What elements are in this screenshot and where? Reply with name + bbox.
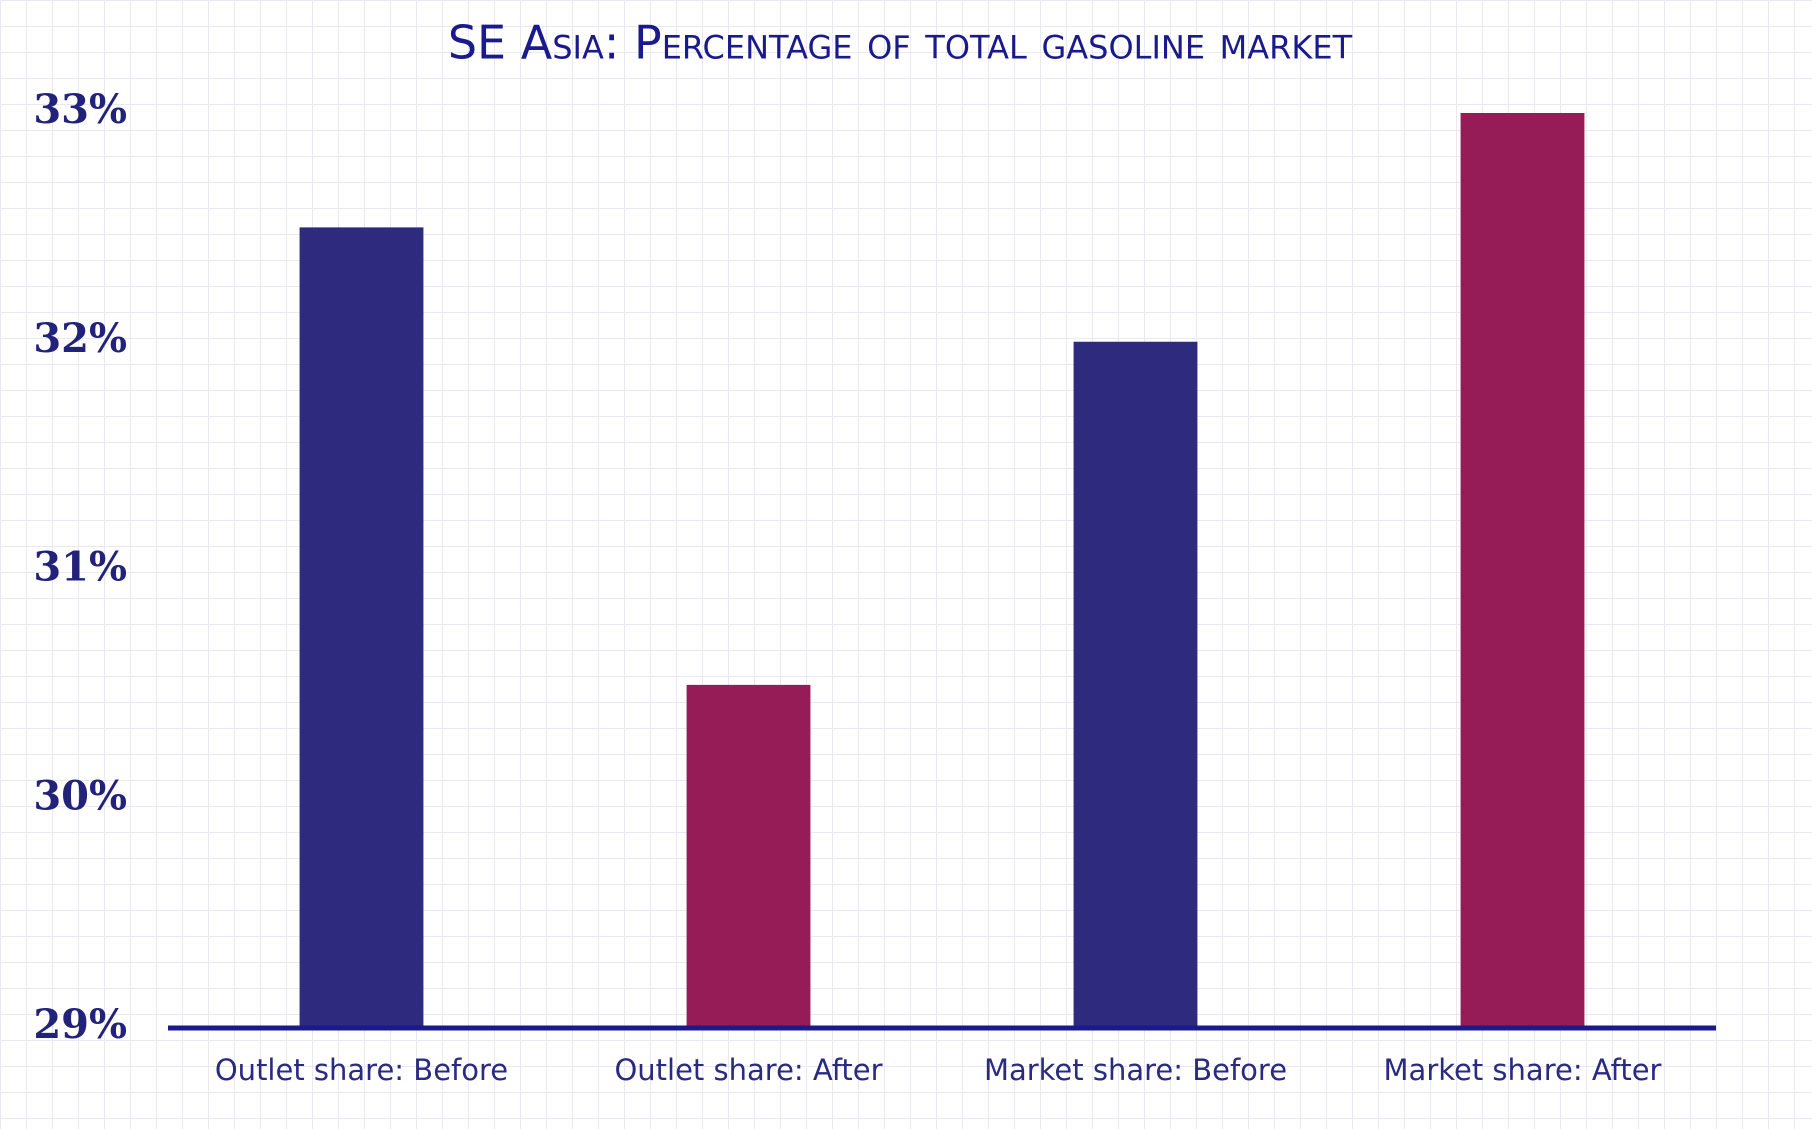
y-tick-label: 30% xyxy=(33,772,127,819)
bar xyxy=(686,684,811,1028)
x-tick-label: Market share: After xyxy=(1384,1053,1662,1087)
bar xyxy=(1460,113,1585,1028)
x-tick-label: Outlet share: Before xyxy=(215,1053,508,1087)
y-tick-label: 29% xyxy=(33,1001,127,1048)
y-tick-label: 31% xyxy=(33,544,127,591)
bar xyxy=(299,227,424,1028)
bar xyxy=(1073,341,1198,1028)
x-tick-label: Outlet share: After xyxy=(614,1053,882,1087)
y-tick-label: 32% xyxy=(33,315,127,362)
x-tick-label: Market share: Before xyxy=(984,1053,1287,1087)
chart-title: SE Asia: Percentage of total gasoline ma… xyxy=(448,16,1353,70)
y-tick-label: 33% xyxy=(33,86,127,133)
